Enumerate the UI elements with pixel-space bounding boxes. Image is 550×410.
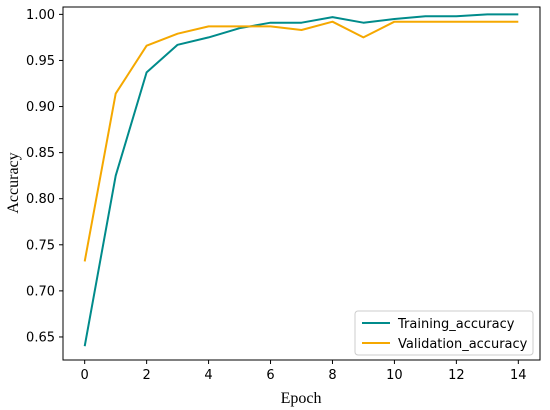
x-axis-ticks: 0 2 4 6 8 10 12 14 bbox=[81, 360, 527, 383]
y-tick-label: 0.75 bbox=[26, 238, 55, 253]
legend-label-training: Training_accuracy bbox=[397, 317, 515, 332]
y-tick-label: 1.00 bbox=[26, 8, 55, 23]
legend-box bbox=[354, 310, 534, 356]
y-tick-label: 0.70 bbox=[26, 284, 55, 299]
y-tick-label: 0.90 bbox=[26, 100, 55, 115]
plot-frame bbox=[62, 6, 541, 361]
x-tick-label: 14 bbox=[510, 368, 527, 383]
x-tick-label: 4 bbox=[204, 368, 212, 383]
validation-accuracy-line bbox=[83, 20, 519, 262]
x-tick-label: 12 bbox=[448, 368, 465, 383]
y-tick-label: 0.65 bbox=[26, 330, 55, 345]
x-tick-label: 2 bbox=[142, 368, 150, 383]
y-axis-title: Accuracy bbox=[5, 152, 22, 213]
x-tick-label: 8 bbox=[328, 368, 336, 383]
x-axis-title: Epoch bbox=[281, 390, 322, 407]
legend: Training_accuracy Validation_accuracy bbox=[354, 310, 534, 356]
y-tick-label: 0.95 bbox=[26, 54, 55, 69]
series-lines bbox=[83, 13, 519, 347]
x-tick-label: 10 bbox=[386, 368, 403, 383]
legend-label-validation: Validation_accuracy bbox=[398, 337, 528, 352]
x-tick-label: 6 bbox=[266, 368, 274, 383]
y-axis-ticks: 0.65 0.70 0.75 0.80 0.85 0.90 0.95 1.00 bbox=[26, 8, 63, 345]
y-tick-label: 0.80 bbox=[26, 192, 55, 207]
y-tick-label: 0.85 bbox=[26, 146, 55, 161]
training-accuracy-line bbox=[83, 13, 519, 347]
x-tick-label: 0 bbox=[81, 368, 89, 383]
